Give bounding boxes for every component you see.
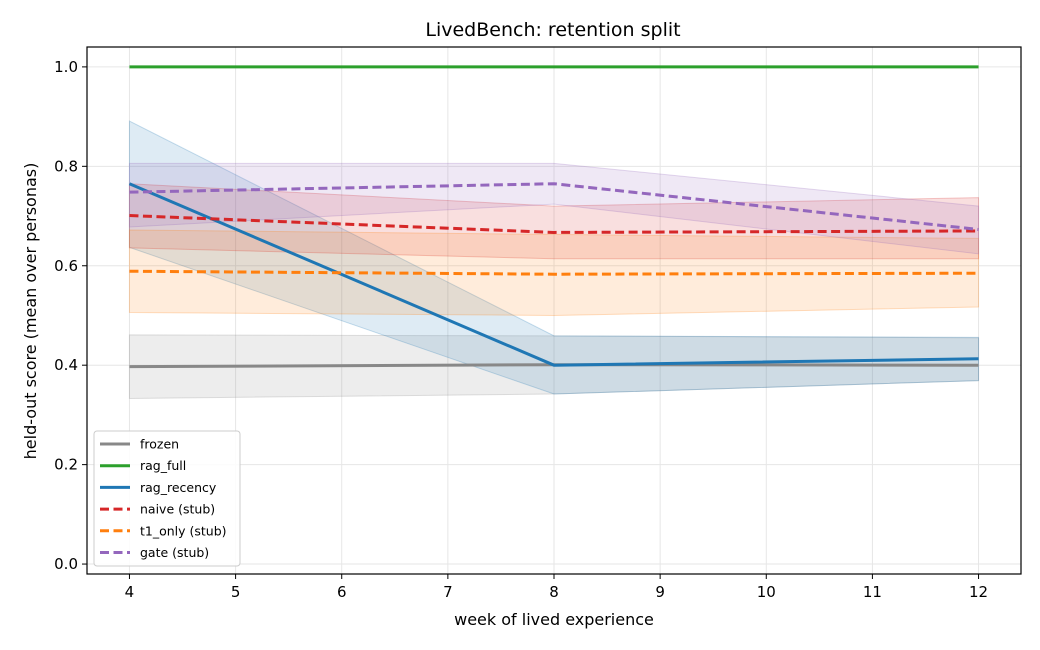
x-tick-label: 10 xyxy=(757,583,776,601)
x-tick-label: 12 xyxy=(969,583,988,601)
line-naive-stub xyxy=(129,214,979,234)
axis-ticks: 4 5 6 7 8 9 10 11 12 0.0 0.2 0.4 0.6 0.8 1.0 xyxy=(54,58,988,601)
line-gate-stub xyxy=(129,182,979,231)
legend-label-naive-stub: naive (stub) xyxy=(140,502,215,517)
legend-box xyxy=(93,430,241,567)
legend-label-t1-only-stub: t1_only (stub) xyxy=(140,523,227,538)
y-tick-label: 0.4 xyxy=(54,356,78,374)
x-tick-label: 11 xyxy=(863,583,882,601)
legend-label-frozen: frozen xyxy=(140,437,179,452)
series-lines xyxy=(128,65,979,369)
x-tick-label: 9 xyxy=(655,583,665,601)
legend-label-rag-full: rag_full xyxy=(140,458,186,473)
y-tick-label: 0.0 xyxy=(54,555,78,573)
x-tick-label: 6 xyxy=(337,583,347,601)
band-gate-stub xyxy=(128,162,980,255)
band-naive-stub xyxy=(128,183,980,260)
x-tick-label: 5 xyxy=(231,583,241,601)
x-tick-label: 4 xyxy=(125,583,135,601)
line-t1-only-stub xyxy=(129,269,979,276)
x-tick-label: 7 xyxy=(443,583,453,601)
y-tick-label: 0.6 xyxy=(54,257,78,275)
y-tick-label: 0.2 xyxy=(54,456,78,474)
legend-label-gate-stub: gate (stub) xyxy=(140,545,209,560)
y-tick-label: 0.8 xyxy=(54,157,78,175)
x-axis-label: week of lived experience xyxy=(454,610,654,629)
chart-title: LivedBench: retention split xyxy=(425,19,680,41)
x-tick-label: 8 xyxy=(549,583,559,601)
line-rag-recency xyxy=(128,182,979,367)
y-tick-label: 1.0 xyxy=(54,58,78,76)
y-axis-label: held-out score (mean over personas) xyxy=(21,163,40,460)
legend-label-rag-recency: rag_recency xyxy=(140,480,217,495)
